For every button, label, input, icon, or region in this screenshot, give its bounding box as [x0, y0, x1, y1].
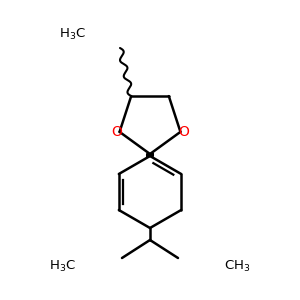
Text: H$_3$C: H$_3$C	[49, 258, 76, 274]
Text: CH$_3$: CH$_3$	[224, 258, 250, 274]
Text: O: O	[178, 125, 189, 139]
Text: H$_3$C: H$_3$C	[59, 26, 86, 41]
Text: O: O	[111, 125, 122, 139]
